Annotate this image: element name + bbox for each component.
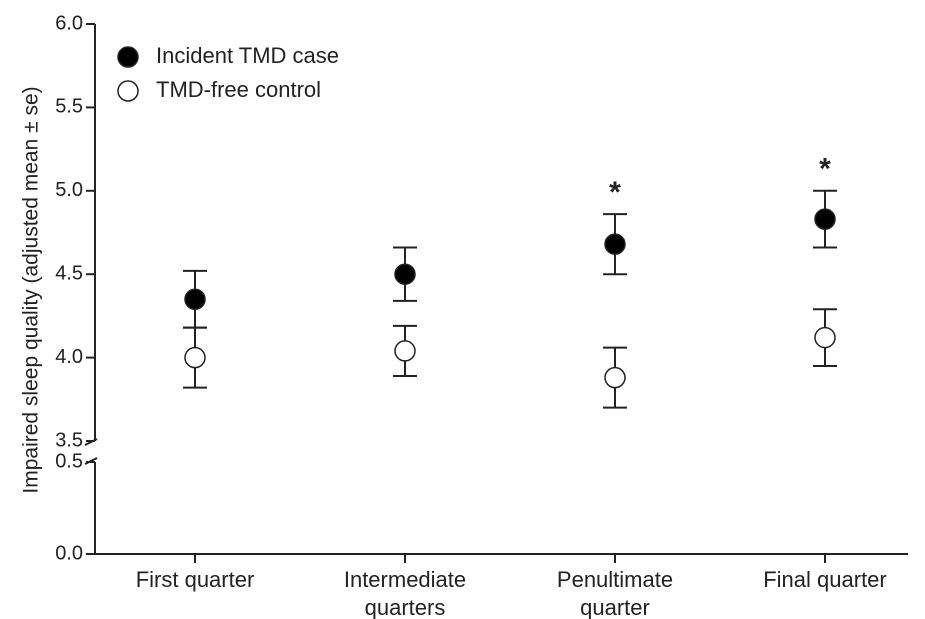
x-tick-label: Final quarter [763,567,887,592]
y-tick-label: 4.5 [55,262,83,284]
x-tick-label: Penultimate quarter [556,567,674,619]
y-tick-label: 5.5 [55,96,83,118]
x-tick-label: Intermediate quarters [343,567,467,619]
legend-marker [117,80,139,102]
y-axis-label: Impaired sleep quality (adjusted mean ± … [20,86,43,493]
significance-marker: * [819,153,831,186]
legend-label: Incident TMD case [156,43,339,68]
y-tick-label: 0.5 [55,450,83,472]
point [394,340,416,362]
legend-marker [117,46,139,68]
y-tick-label: 5.0 [55,179,83,201]
significance-marker: * [609,176,621,209]
y-tick-label: 0.0 [55,542,83,564]
y-tick-label: 4.0 [55,346,83,368]
point [184,288,206,310]
y-tick-label: 3.5 [55,429,83,451]
y-tick-label: 6.0 [55,12,83,34]
point [394,263,416,285]
point [814,326,836,349]
point [184,346,206,369]
legend-label: TMD-free control [156,77,321,102]
x-tick-label: First quarter [135,567,255,592]
point [604,233,626,255]
point [814,208,836,230]
axis-break [84,438,98,465]
point [604,366,626,389]
